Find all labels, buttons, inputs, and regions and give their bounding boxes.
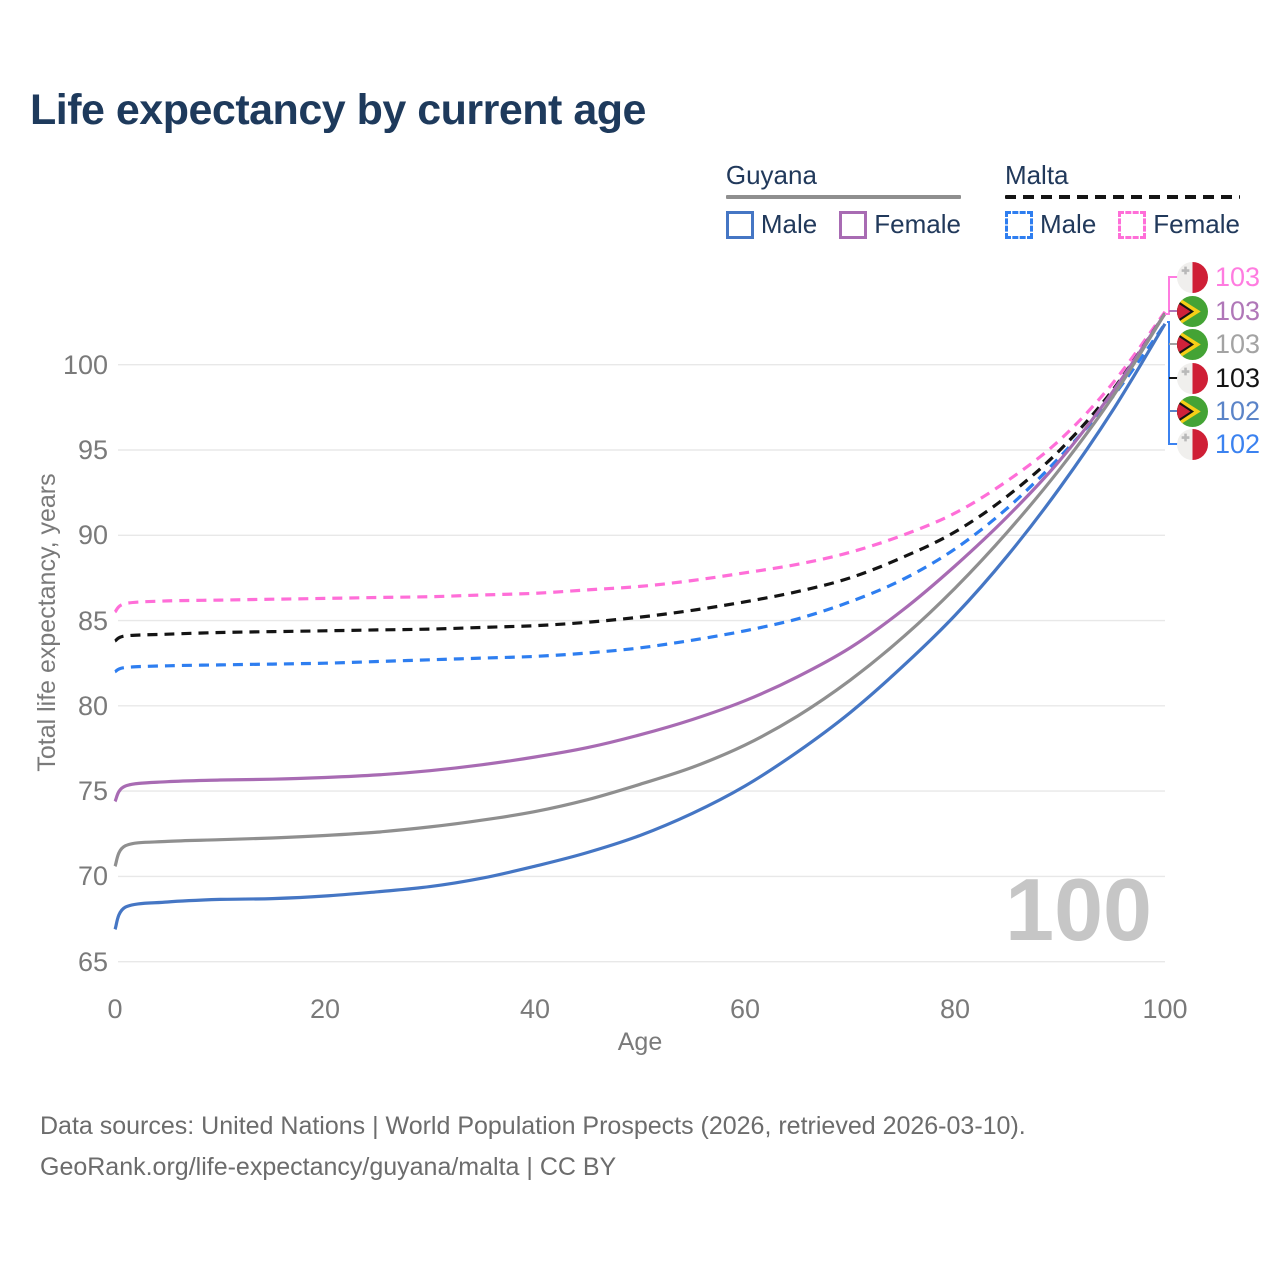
legend-item-label: Female [1153,209,1240,239]
y-tick-80: 80 [77,690,108,721]
y-tick-100: 100 [62,349,108,380]
guyana-flag-icon [1177,395,1208,427]
y-tick-95: 95 [77,434,108,465]
legend-swatch-icon [725,210,754,239]
end-value: 103 [1215,295,1261,326]
malta-flag-icon [1177,362,1208,394]
guyana-flag-icon [1177,295,1208,327]
legend-country-guyana: Guyana [725,160,817,190]
legend-group-guyana: Guyana Male Female [725,160,961,240]
series-line-malta-total [114,312,1167,643]
series-line-guyana-total [113,312,1167,867]
end-value: 103 [1215,328,1261,359]
end-label-malta-male: 102 [1177,427,1260,461]
legend-items: Male Female [725,209,961,240]
page-title: Life expectancy by current age [30,86,646,134]
y-axis-title: Total life expectancy, years [33,473,61,772]
x-tick-60: 60 [729,994,761,1024]
x-tick-80: 80 [939,994,971,1024]
x-tick-0: 0 [107,994,123,1024]
end-value: 103 [1215,261,1261,292]
end-value: 103 [1215,362,1261,393]
y-tick-85: 85 [77,605,108,636]
footer-data-sources: Data sources: United Nations | World Pop… [40,1112,1026,1140]
legend-country-line-style [725,195,961,199]
end-value: 102 [1215,428,1261,459]
legend-country-line-style [1004,195,1240,199]
legend: Guyana Male Female Malta Male Female [725,160,1240,240]
y-tick-90: 90 [77,520,108,551]
end-label-guyana-male: 102 [1177,394,1260,428]
legend-country-malta: Malta [1004,160,1069,190]
legend-group-malta: Malta Male Female [1004,160,1240,240]
x-tick-100: 100 [1142,994,1188,1024]
footer-attribution: GeoRank.org/life-expectancy/guyana/malta… [40,1152,617,1181]
series-line-malta-female [113,310,1167,614]
guyana-flag-icon [1177,328,1208,360]
end-label-guyana-total: 103 [1177,327,1260,361]
y-tick-75: 75 [77,776,108,807]
legend-item-guyana-female[interactable]: Female [839,209,961,240]
footer: Data sources: United Nations | World Pop… [40,1106,1026,1187]
age-counter-watermark: 100 [1005,860,1152,959]
end-label-guyana-female: 103 [1177,294,1260,328]
malta-flag-icon [1177,428,1208,460]
series-line-guyana-male [113,322,1167,930]
legend-swatch-icon [839,210,868,239]
end-label-malta-female: 103 [1177,260,1260,294]
series-line-guyana-female [113,312,1167,803]
x-tick-40: 40 [519,994,551,1024]
connector-malta-male [1167,321,1179,445]
connector-malta-female [1165,276,1179,315]
legend-item-malta-male[interactable]: Male [1004,209,1097,240]
series-line-malta-male [114,322,1167,674]
legend-swatch-icon [1004,210,1033,239]
legend-item-guyana-male[interactable]: Male [725,209,818,240]
y-tick-65: 65 [77,946,108,977]
x-tick-20: 20 [309,994,341,1024]
legend-item-malta-female[interactable]: Female [1118,209,1240,240]
legend-item-label: Female [874,209,961,239]
y-tick-70: 70 [77,861,108,892]
end-label-malta-total: 103 [1177,361,1260,395]
x-axis-title: Age [617,1028,663,1056]
end-value: 102 [1215,395,1261,426]
legend-item-label: Male [760,209,818,239]
malta-flag-icon [1177,261,1208,293]
legend-swatch-icon [1118,210,1147,239]
legend-item-label: Male [1039,209,1097,239]
legend-items: Male Female [1004,209,1240,240]
